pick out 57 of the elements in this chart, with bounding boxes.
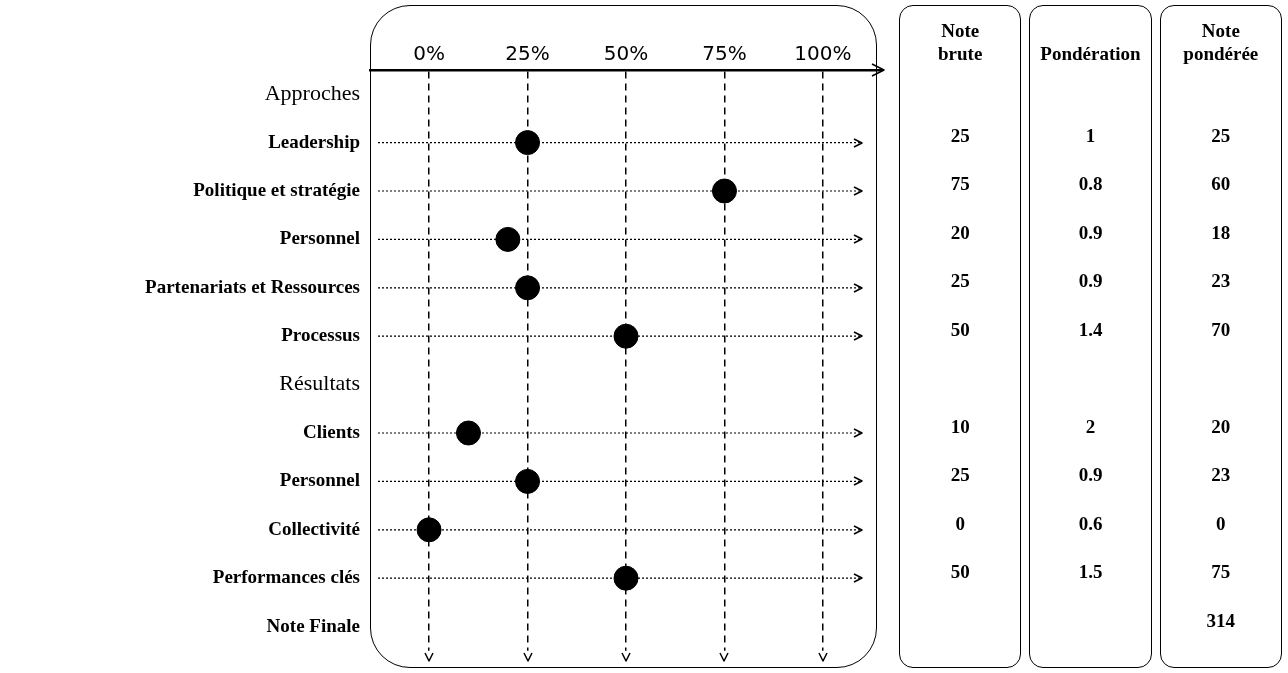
text: 0.9 [1078,270,1103,292]
text: 1.4 [1078,318,1103,340]
text: 314 [1206,609,1236,631]
y-tick-label: Leadership [268,130,360,152]
point [455,420,481,446]
text: 0.9 [1078,464,1103,486]
y-tick-label: Politique et stratégie [193,178,360,200]
text: Note brute [938,19,983,64]
text: 75 [1211,561,1231,583]
text: 75 [950,173,970,195]
text: 18 [1211,221,1231,243]
text: 23 [1211,464,1231,486]
point [515,275,541,301]
text: 20 [950,221,970,243]
text: 1.5 [1078,561,1103,583]
text: 1 [1085,124,1096,146]
x-tick-label: 50% [603,41,649,66]
x-tick-label: 100% [794,41,852,66]
y-tick-label: Processus [281,324,360,346]
text: 25 [1211,124,1231,146]
text: 0 [955,512,965,534]
x-tick-label: 25% [505,41,550,66]
y-tick-label: Performances clés [212,566,360,588]
point [495,226,521,252]
y-tick-label: Clients [303,420,360,442]
point [613,565,639,591]
y-tick-label: Personnel [279,227,360,249]
point [711,178,737,204]
text: 20 [1211,415,1231,437]
text: 25 [950,270,970,292]
y-tick-label: Approches [264,79,360,105]
text: Pondération [1040,42,1142,64]
y-tick-label: Personnel [279,469,360,491]
text: 0.8 [1078,173,1103,195]
x-tick-label: 75% [702,41,747,66]
y-tick-label: Note Finale [266,614,360,636]
text: 0.6 [1078,512,1103,534]
text: 23 [1211,270,1231,292]
y-tick-label: Collectivité [268,517,360,539]
text: Note pondérée [1183,19,1259,64]
point [613,323,639,349]
text: 0.9 [1078,221,1103,243]
text: 10 [950,415,970,437]
y-tick-label: Résultats [279,370,360,396]
text: 60 [1211,173,1231,195]
text: 0 [1216,512,1226,534]
text: 50 [950,318,970,340]
point [515,468,541,494]
text: 25 [950,124,970,146]
text: 50 [950,561,970,583]
text: 25 [950,464,970,486]
text: 2 [1085,415,1096,437]
point [515,130,541,156]
x-tick-label: 0% [413,41,445,66]
point [416,517,442,543]
y-tick-label: Partenariats et Ressources [145,275,360,297]
text: 70 [1211,318,1231,340]
